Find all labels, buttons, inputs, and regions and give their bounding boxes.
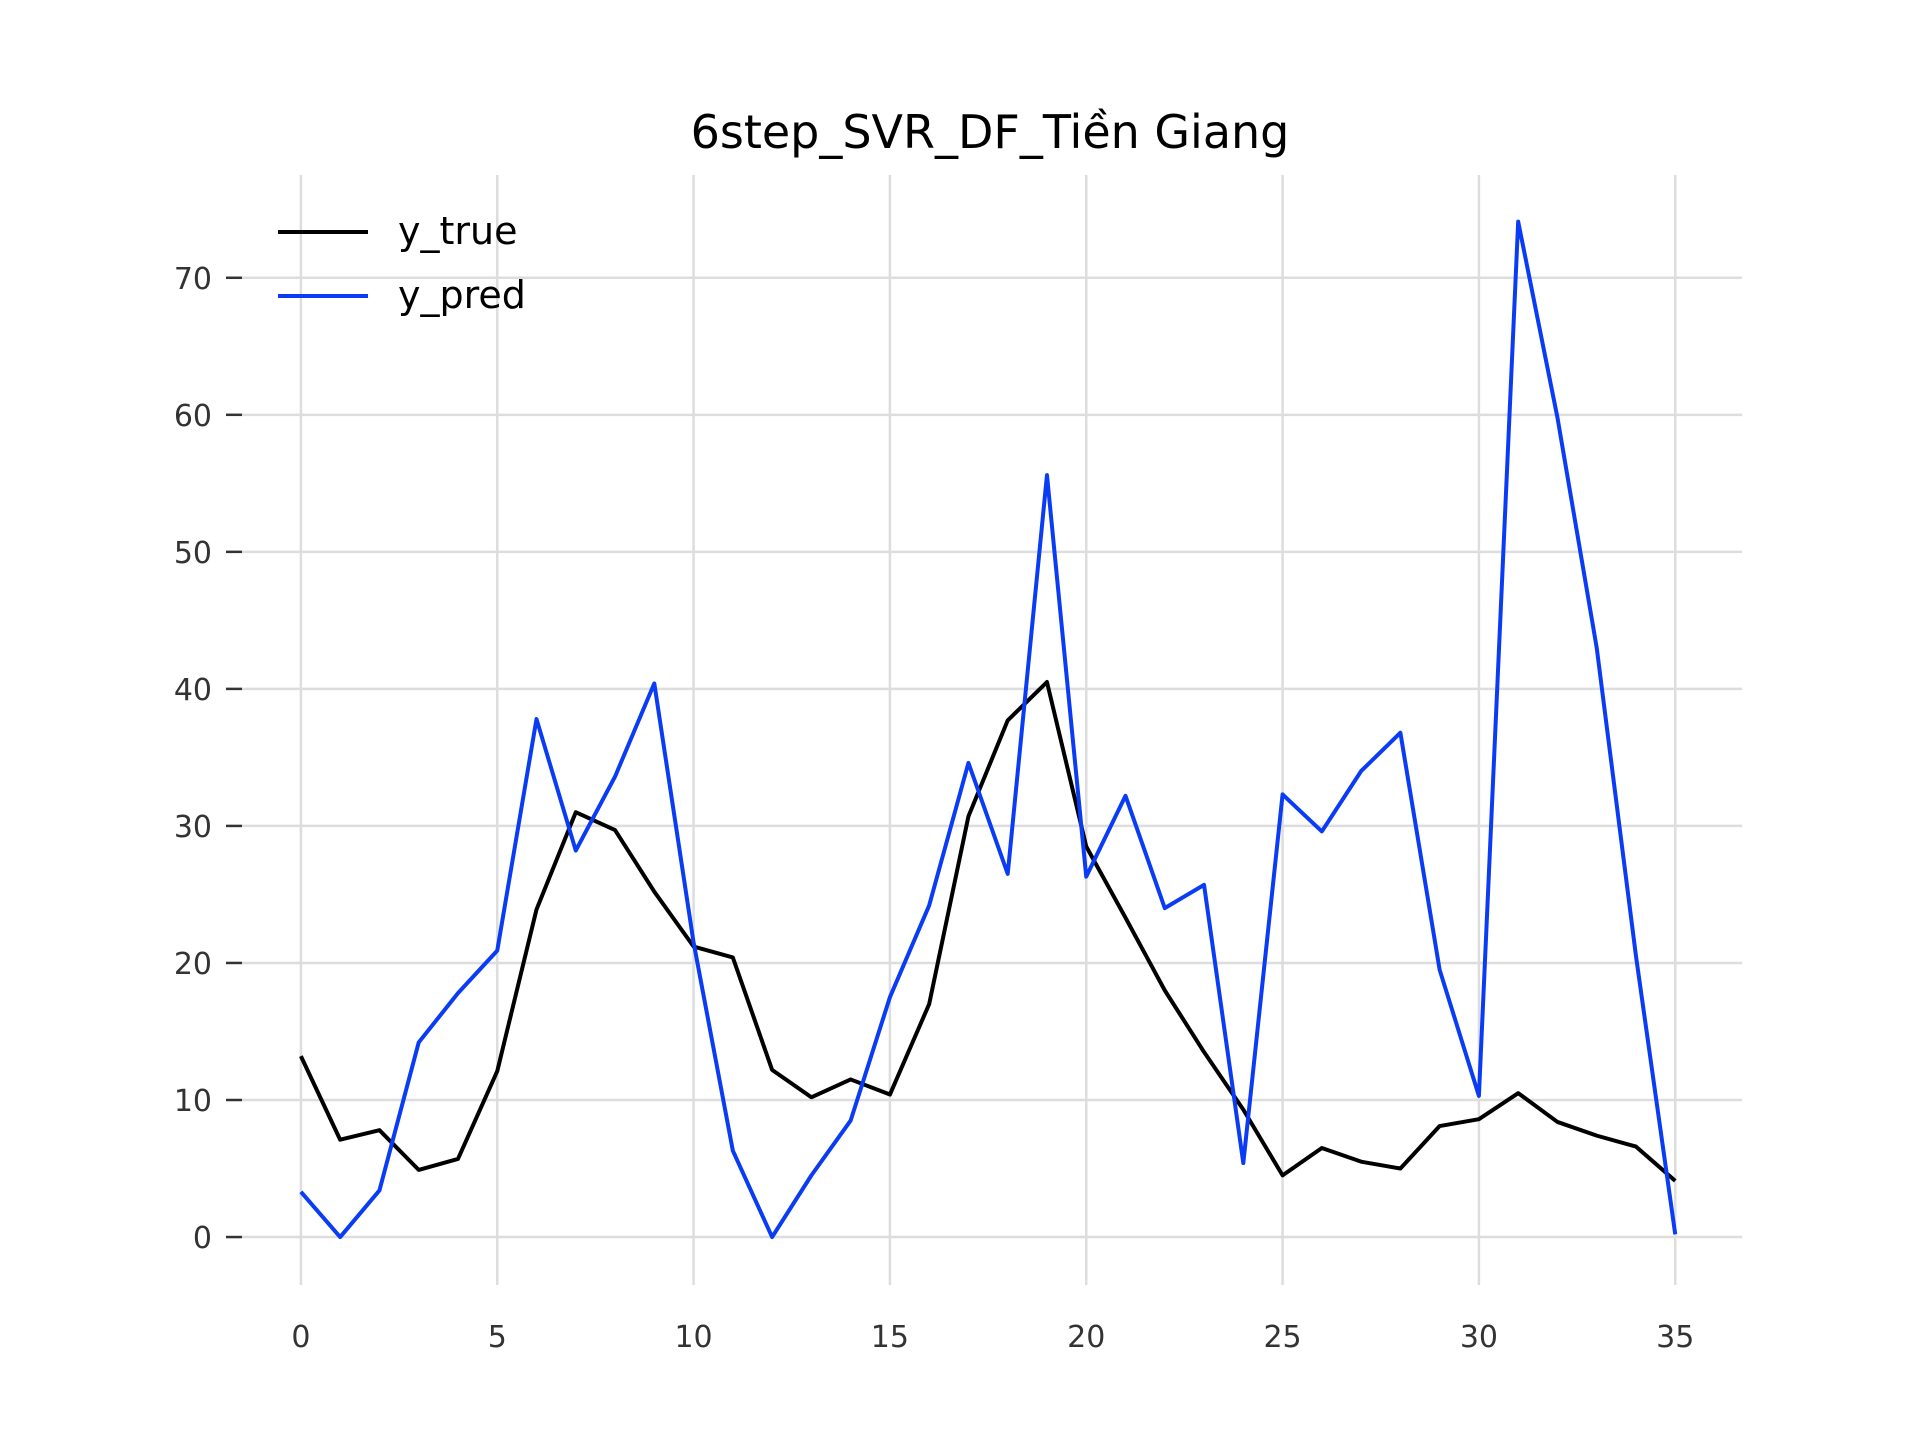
series-line-y-true xyxy=(299,680,1677,1183)
y-tick-label: 10 xyxy=(174,1084,212,1119)
series-lines xyxy=(299,219,1678,1240)
y-axis-ticks: 0 10 20 30 40 50 60 70 xyxy=(174,262,242,1256)
y-tick-label: 20 xyxy=(174,947,212,982)
y-gridlines xyxy=(242,276,1742,1239)
y-tick-label: 60 xyxy=(174,399,212,434)
y-tick-label: 40 xyxy=(174,673,212,708)
x-tick-label: 10 xyxy=(674,1320,712,1355)
legend-label: y_true xyxy=(398,209,517,253)
y-tick-label: 50 xyxy=(174,536,212,571)
y-tick-label: 30 xyxy=(174,810,212,845)
legend: y_true y_pred xyxy=(278,209,526,317)
x-tick-label: 5 xyxy=(488,1320,507,1355)
legend-label: y_pred xyxy=(398,273,526,317)
y-tick-label: 70 xyxy=(174,262,212,297)
series-line-y-pred xyxy=(299,219,1678,1240)
x-tick-label: 35 xyxy=(1656,1320,1694,1355)
x-tick-label: 30 xyxy=(1460,1320,1498,1355)
chart-title: 6step_SVR_DF_Tiền Giang xyxy=(691,105,1290,159)
y-tick-label: 0 xyxy=(193,1221,212,1256)
x-tick-label: 15 xyxy=(871,1320,909,1355)
x-tick-label: 0 xyxy=(291,1320,310,1355)
x-tick-label: 20 xyxy=(1067,1320,1105,1355)
x-axis-ticks: 0 5 10 15 20 25 30 35 xyxy=(291,1320,1694,1355)
x-gridlines xyxy=(299,175,1677,1285)
x-tick-label: 25 xyxy=(1263,1320,1301,1355)
